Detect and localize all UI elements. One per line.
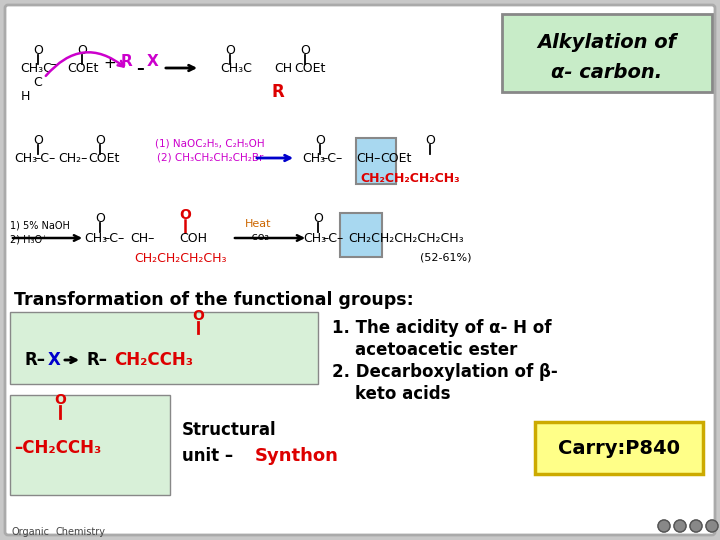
Text: CH–: CH– bbox=[130, 232, 154, 245]
Text: COEt: COEt bbox=[88, 152, 120, 165]
Text: CH₃: CH₃ bbox=[14, 152, 37, 165]
Text: Alkylation of: Alkylation of bbox=[537, 32, 677, 51]
Text: X: X bbox=[147, 55, 159, 70]
Text: −: − bbox=[50, 60, 60, 70]
Text: CH₃: CH₃ bbox=[84, 232, 107, 245]
Text: +: + bbox=[104, 57, 117, 71]
Text: –: – bbox=[136, 60, 144, 76]
Text: –C–: –C– bbox=[34, 152, 55, 165]
Text: O: O bbox=[33, 133, 43, 146]
Text: (2) CH₃CH₂CH₂CH₂Br: (2) CH₃CH₂CH₂CH₂Br bbox=[157, 153, 264, 163]
Text: –C–: –C– bbox=[321, 152, 342, 165]
Text: 1. The acidity of α- H of: 1. The acidity of α- H of bbox=[332, 319, 552, 337]
Circle shape bbox=[690, 520, 702, 532]
Text: O: O bbox=[425, 133, 435, 146]
Text: (52-61%): (52-61%) bbox=[420, 253, 472, 263]
FancyBboxPatch shape bbox=[535, 422, 703, 474]
Text: CH₂–: CH₂– bbox=[58, 152, 87, 165]
Text: CH: CH bbox=[274, 62, 292, 75]
Text: CH–: CH– bbox=[356, 152, 380, 165]
Text: COEt: COEt bbox=[380, 152, 411, 165]
Text: O: O bbox=[33, 44, 43, 57]
Text: O: O bbox=[54, 393, 66, 407]
Text: acetoacetic ester: acetoacetic ester bbox=[332, 341, 518, 359]
Text: C: C bbox=[34, 76, 42, 89]
Text: COH: COH bbox=[179, 232, 207, 245]
Text: 1) 5% NaOH: 1) 5% NaOH bbox=[10, 221, 70, 231]
Text: O: O bbox=[300, 44, 310, 57]
Text: O: O bbox=[95, 133, 105, 146]
Text: R–: R– bbox=[86, 351, 107, 369]
Circle shape bbox=[706, 520, 718, 532]
Text: Synthon: Synthon bbox=[255, 447, 339, 465]
Text: O: O bbox=[313, 212, 323, 225]
Text: –co₂: –co₂ bbox=[246, 232, 269, 242]
Text: CH₃: CH₃ bbox=[302, 152, 325, 165]
Circle shape bbox=[674, 520, 686, 532]
Text: 2. Decarboxylation of β-: 2. Decarboxylation of β- bbox=[332, 363, 558, 381]
Text: COEt: COEt bbox=[67, 62, 99, 75]
FancyBboxPatch shape bbox=[5, 5, 715, 535]
Text: R–: R– bbox=[25, 351, 46, 369]
Text: O: O bbox=[77, 44, 87, 57]
Text: H: H bbox=[20, 90, 30, 103]
Text: Transformation of the functional groups:: Transformation of the functional groups: bbox=[14, 291, 414, 309]
Text: O: O bbox=[179, 208, 191, 222]
Text: Structural: Structural bbox=[182, 421, 276, 439]
Text: R: R bbox=[271, 83, 284, 101]
Text: Heat: Heat bbox=[245, 219, 271, 229]
Text: O: O bbox=[315, 133, 325, 146]
Text: CH₂CH₂CH₂CH₃: CH₂CH₂CH₂CH₃ bbox=[360, 172, 459, 185]
Text: Chemistry: Chemistry bbox=[55, 527, 105, 537]
Text: Organic: Organic bbox=[11, 527, 49, 537]
Text: –C–: –C– bbox=[322, 232, 343, 245]
Text: CH₂CH₂CH₂CH₂CH₃: CH₂CH₂CH₂CH₂CH₃ bbox=[348, 232, 464, 245]
Text: CH₃C: CH₃C bbox=[220, 62, 252, 75]
Text: CH₃: CH₃ bbox=[303, 232, 326, 245]
Text: –CH₂CCH₃: –CH₂CCH₃ bbox=[14, 439, 102, 457]
Text: Carry:P840: Carry:P840 bbox=[558, 438, 680, 457]
Text: CH₃C: CH₃C bbox=[20, 62, 52, 75]
Text: α- carbon.: α- carbon. bbox=[552, 63, 662, 82]
Text: keto acids: keto acids bbox=[332, 385, 451, 403]
Text: –C–: –C– bbox=[103, 232, 125, 245]
Text: R: R bbox=[120, 55, 132, 70]
Circle shape bbox=[658, 520, 670, 532]
Text: 2) H₃O⁺: 2) H₃O⁺ bbox=[10, 235, 48, 245]
FancyBboxPatch shape bbox=[10, 395, 170, 495]
Text: O: O bbox=[225, 44, 235, 57]
Text: CH₂CCH₃: CH₂CCH₃ bbox=[114, 351, 193, 369]
Text: X: X bbox=[48, 351, 61, 369]
Text: CH₂CH₂CH₂CH₃: CH₂CH₂CH₂CH₃ bbox=[134, 252, 227, 265]
Text: O: O bbox=[192, 309, 204, 323]
Text: unit –: unit – bbox=[182, 447, 239, 465]
Text: COEt: COEt bbox=[294, 62, 325, 75]
Text: (1) NaOC₂H₅, C₂H₅OH: (1) NaOC₂H₅, C₂H₅OH bbox=[156, 139, 265, 149]
FancyBboxPatch shape bbox=[502, 14, 712, 92]
FancyBboxPatch shape bbox=[340, 213, 382, 257]
FancyBboxPatch shape bbox=[356, 138, 396, 184]
Text: O: O bbox=[95, 212, 105, 225]
FancyBboxPatch shape bbox=[10, 312, 318, 384]
